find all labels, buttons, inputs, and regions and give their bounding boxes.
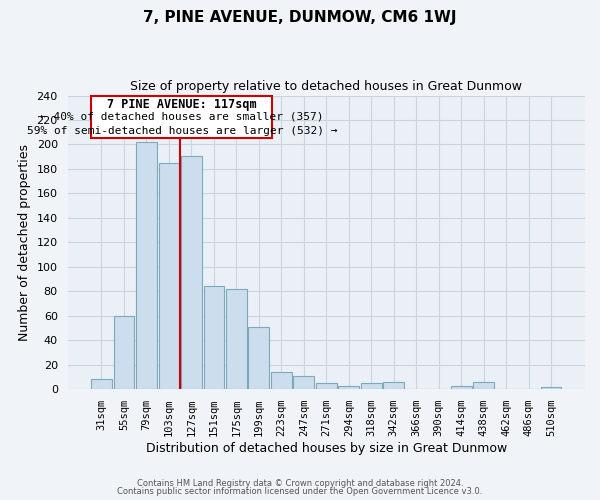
Text: Contains public sector information licensed under the Open Government Licence v3: Contains public sector information licen… — [118, 487, 482, 496]
Bar — [473, 382, 494, 389]
Title: Size of property relative to detached houses in Great Dunmow: Size of property relative to detached ho… — [130, 80, 522, 93]
Bar — [113, 316, 134, 389]
Text: 59% of semi-detached houses are larger (532) →: 59% of semi-detached houses are larger (… — [26, 126, 337, 136]
Bar — [316, 383, 337, 389]
Bar — [293, 376, 314, 389]
Bar — [136, 142, 157, 389]
Bar — [181, 156, 202, 389]
Bar — [91, 380, 112, 389]
Text: 7, PINE AVENUE, DUNMOW, CM6 1WJ: 7, PINE AVENUE, DUNMOW, CM6 1WJ — [143, 10, 457, 25]
Bar — [203, 286, 224, 389]
Bar — [361, 383, 382, 389]
Text: 7 PINE AVENUE: 117sqm: 7 PINE AVENUE: 117sqm — [107, 98, 257, 110]
Bar — [451, 386, 472, 389]
FancyBboxPatch shape — [91, 96, 272, 138]
Bar — [226, 289, 247, 389]
Bar — [271, 372, 292, 389]
Bar — [541, 387, 562, 389]
Text: Contains HM Land Registry data © Crown copyright and database right 2024.: Contains HM Land Registry data © Crown c… — [137, 478, 463, 488]
Bar — [383, 382, 404, 389]
Text: ← 40% of detached houses are smaller (357): ← 40% of detached houses are smaller (35… — [40, 112, 323, 122]
Bar — [248, 327, 269, 389]
Y-axis label: Number of detached properties: Number of detached properties — [18, 144, 31, 341]
Bar — [338, 386, 359, 389]
X-axis label: Distribution of detached houses by size in Great Dunmow: Distribution of detached houses by size … — [146, 442, 507, 455]
Bar — [158, 163, 179, 389]
